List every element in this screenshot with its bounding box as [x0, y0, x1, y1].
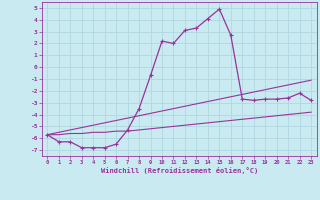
X-axis label: Windchill (Refroidissement éolien,°C): Windchill (Refroidissement éolien,°C) [100, 167, 258, 174]
